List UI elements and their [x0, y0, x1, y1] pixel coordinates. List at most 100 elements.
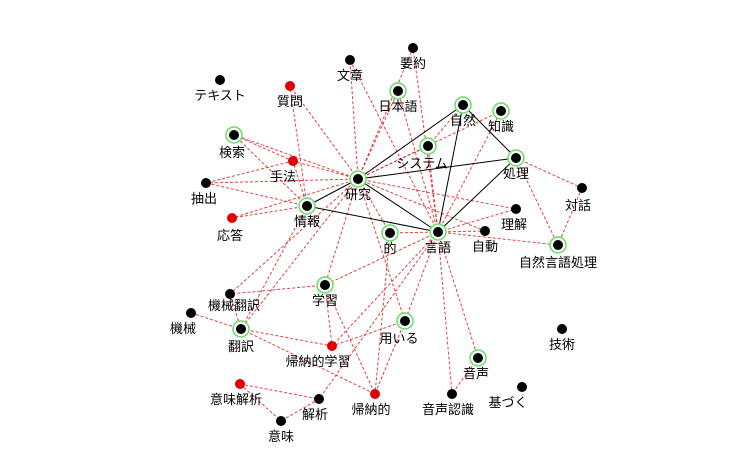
dashed-edge-研究-的	[357, 178, 391, 234]
node-dot	[447, 389, 457, 399]
node-dot	[496, 106, 506, 116]
node-label: 基づく	[488, 396, 527, 411]
dashed-edge-研究-応答	[231, 178, 359, 219]
node-研究[interactable]: 研究	[345, 170, 371, 203]
node-dot	[370, 389, 380, 399]
node-dot	[385, 228, 395, 238]
node-応答[interactable]: 応答	[217, 213, 243, 244]
dashed-edge-システム-自然	[427, 104, 464, 147]
node-システム[interactable]: システム	[396, 137, 448, 172]
node-音声[interactable]: 音声	[463, 349, 489, 382]
node-的[interactable]: 的	[381, 224, 399, 257]
node-技術[interactable]: 技術	[549, 324, 575, 353]
dashed-edge-用いる-帰納的	[374, 320, 406, 395]
dashed-edge-手法-検索	[233, 134, 294, 162]
node-翻訳[interactable]: 翻訳	[228, 320, 254, 355]
node-label: 抽出	[191, 192, 217, 207]
node-dot	[236, 324, 246, 334]
node-dot	[557, 324, 567, 334]
dashed-edge-言語-音声認識	[437, 231, 453, 395]
node-dot	[408, 43, 418, 53]
node-知識[interactable]: 知識	[488, 102, 514, 135]
node-dot	[423, 141, 433, 151]
node-要約[interactable]: 要約	[400, 43, 426, 72]
dashed-edge-処理-対話	[515, 157, 583, 189]
dashed-edge-研究-翻訳	[240, 178, 359, 330]
node-label: 音声認識	[422, 402, 474, 418]
node-label: 機械翻訳	[208, 299, 260, 314]
node-dot	[201, 178, 211, 188]
dashed-edge-言語-日本語	[397, 90, 439, 233]
node-label: 知識	[488, 119, 514, 135]
dashed-edge-解析-意味	[280, 398, 320, 422]
node-label: 質問	[277, 95, 303, 110]
node-自然[interactable]: 自然	[450, 96, 476, 129]
node-label: 対話	[565, 198, 591, 214]
node-dot	[577, 183, 587, 193]
solid-edge-研究-処理	[357, 157, 517, 180]
node-label: 研究	[345, 188, 371, 203]
node-対話[interactable]: 対話	[565, 183, 591, 214]
solid-edge-研究-情報	[306, 178, 359, 207]
node-label: 意味解析	[210, 392, 262, 408]
dashed-edge-研究-知識	[357, 110, 502, 180]
dashed-edge-用いる-帰納的学習	[331, 320, 406, 347]
node-label: 要約	[400, 57, 426, 72]
node-label: 日本語	[378, 99, 417, 115]
node-自動[interactable]: 自動	[472, 226, 498, 255]
node-label: 言語	[425, 240, 451, 256]
node-日本語[interactable]: 日本語	[378, 82, 418, 115]
dashed-edge-言語-文章	[349, 59, 439, 233]
node-質問[interactable]: 質問	[277, 81, 303, 110]
node-文章[interactable]: 文章	[337, 55, 363, 84]
dashed-edge-情報-翻訳	[240, 205, 308, 330]
dashed-edge-意味解析-意味	[239, 383, 282, 422]
node-label: 手法	[270, 170, 296, 185]
node-情報[interactable]: 情報	[294, 197, 320, 230]
node-学習[interactable]: 学習	[312, 276, 338, 309]
dashed-edge-情報-応答	[231, 205, 308, 219]
node-dot	[276, 416, 286, 426]
dashed-edge-翻訳-帰納的学習	[240, 328, 333, 347]
node-基づく[interactable]: 基づく	[488, 382, 528, 411]
node-意味解析[interactable]: 意味解析	[210, 379, 262, 408]
node-用いる[interactable]: 用いる	[379, 312, 419, 347]
dashed-edge-対話-自然言語処理	[557, 187, 583, 246]
node-label: 解析	[302, 408, 328, 423]
node-dot	[227, 213, 237, 223]
dashed-edge-情報-質問	[289, 85, 308, 207]
node-検索[interactable]: 検索	[219, 126, 245, 161]
node-手法[interactable]: 手法	[270, 156, 298, 185]
dashed-edge-言語-システム	[427, 145, 439, 233]
node-帰納的学習[interactable]: 帰納的学習	[285, 341, 351, 370]
node-理解[interactable]: 理解	[501, 204, 527, 233]
node-label: 的	[383, 241, 396, 257]
node-dot	[553, 240, 563, 250]
node-label: 機械	[170, 322, 196, 337]
node-機械[interactable]: 機械	[170, 308, 196, 337]
node-抽出[interactable]: 抽出	[191, 178, 217, 207]
solid-edge-研究-自然	[357, 104, 464, 180]
node-label: 自然言語処理	[519, 255, 597, 271]
dashed-edge-言語-理解	[437, 208, 517, 233]
node-label: 翻訳	[228, 340, 254, 355]
node-dot	[393, 86, 403, 96]
node-音声認識[interactable]: 音声認識	[422, 389, 474, 418]
node-label: 技術	[549, 338, 575, 353]
dashed-edge-研究-自動	[357, 178, 486, 232]
node-label: 音声	[463, 366, 489, 382]
node-言語[interactable]: 言語	[425, 223, 451, 256]
node-解析[interactable]: 解析	[302, 394, 328, 423]
node-label: システム	[396, 157, 448, 172]
node-機械翻訳[interactable]: 機械翻訳	[208, 289, 260, 314]
node-意味[interactable]: 意味	[268, 416, 294, 445]
node-処理[interactable]: 処理	[503, 149, 529, 182]
node-dot	[511, 153, 521, 163]
solid-edge-言語-処理	[437, 157, 517, 233]
node-dot	[229, 130, 239, 140]
node-自然言語処理[interactable]: 自然言語処理	[519, 236, 597, 271]
node-帰納的[interactable]: 帰納的	[351, 389, 391, 418]
node-テキスト[interactable]: テキスト	[194, 75, 246, 104]
node-dot	[345, 55, 355, 65]
